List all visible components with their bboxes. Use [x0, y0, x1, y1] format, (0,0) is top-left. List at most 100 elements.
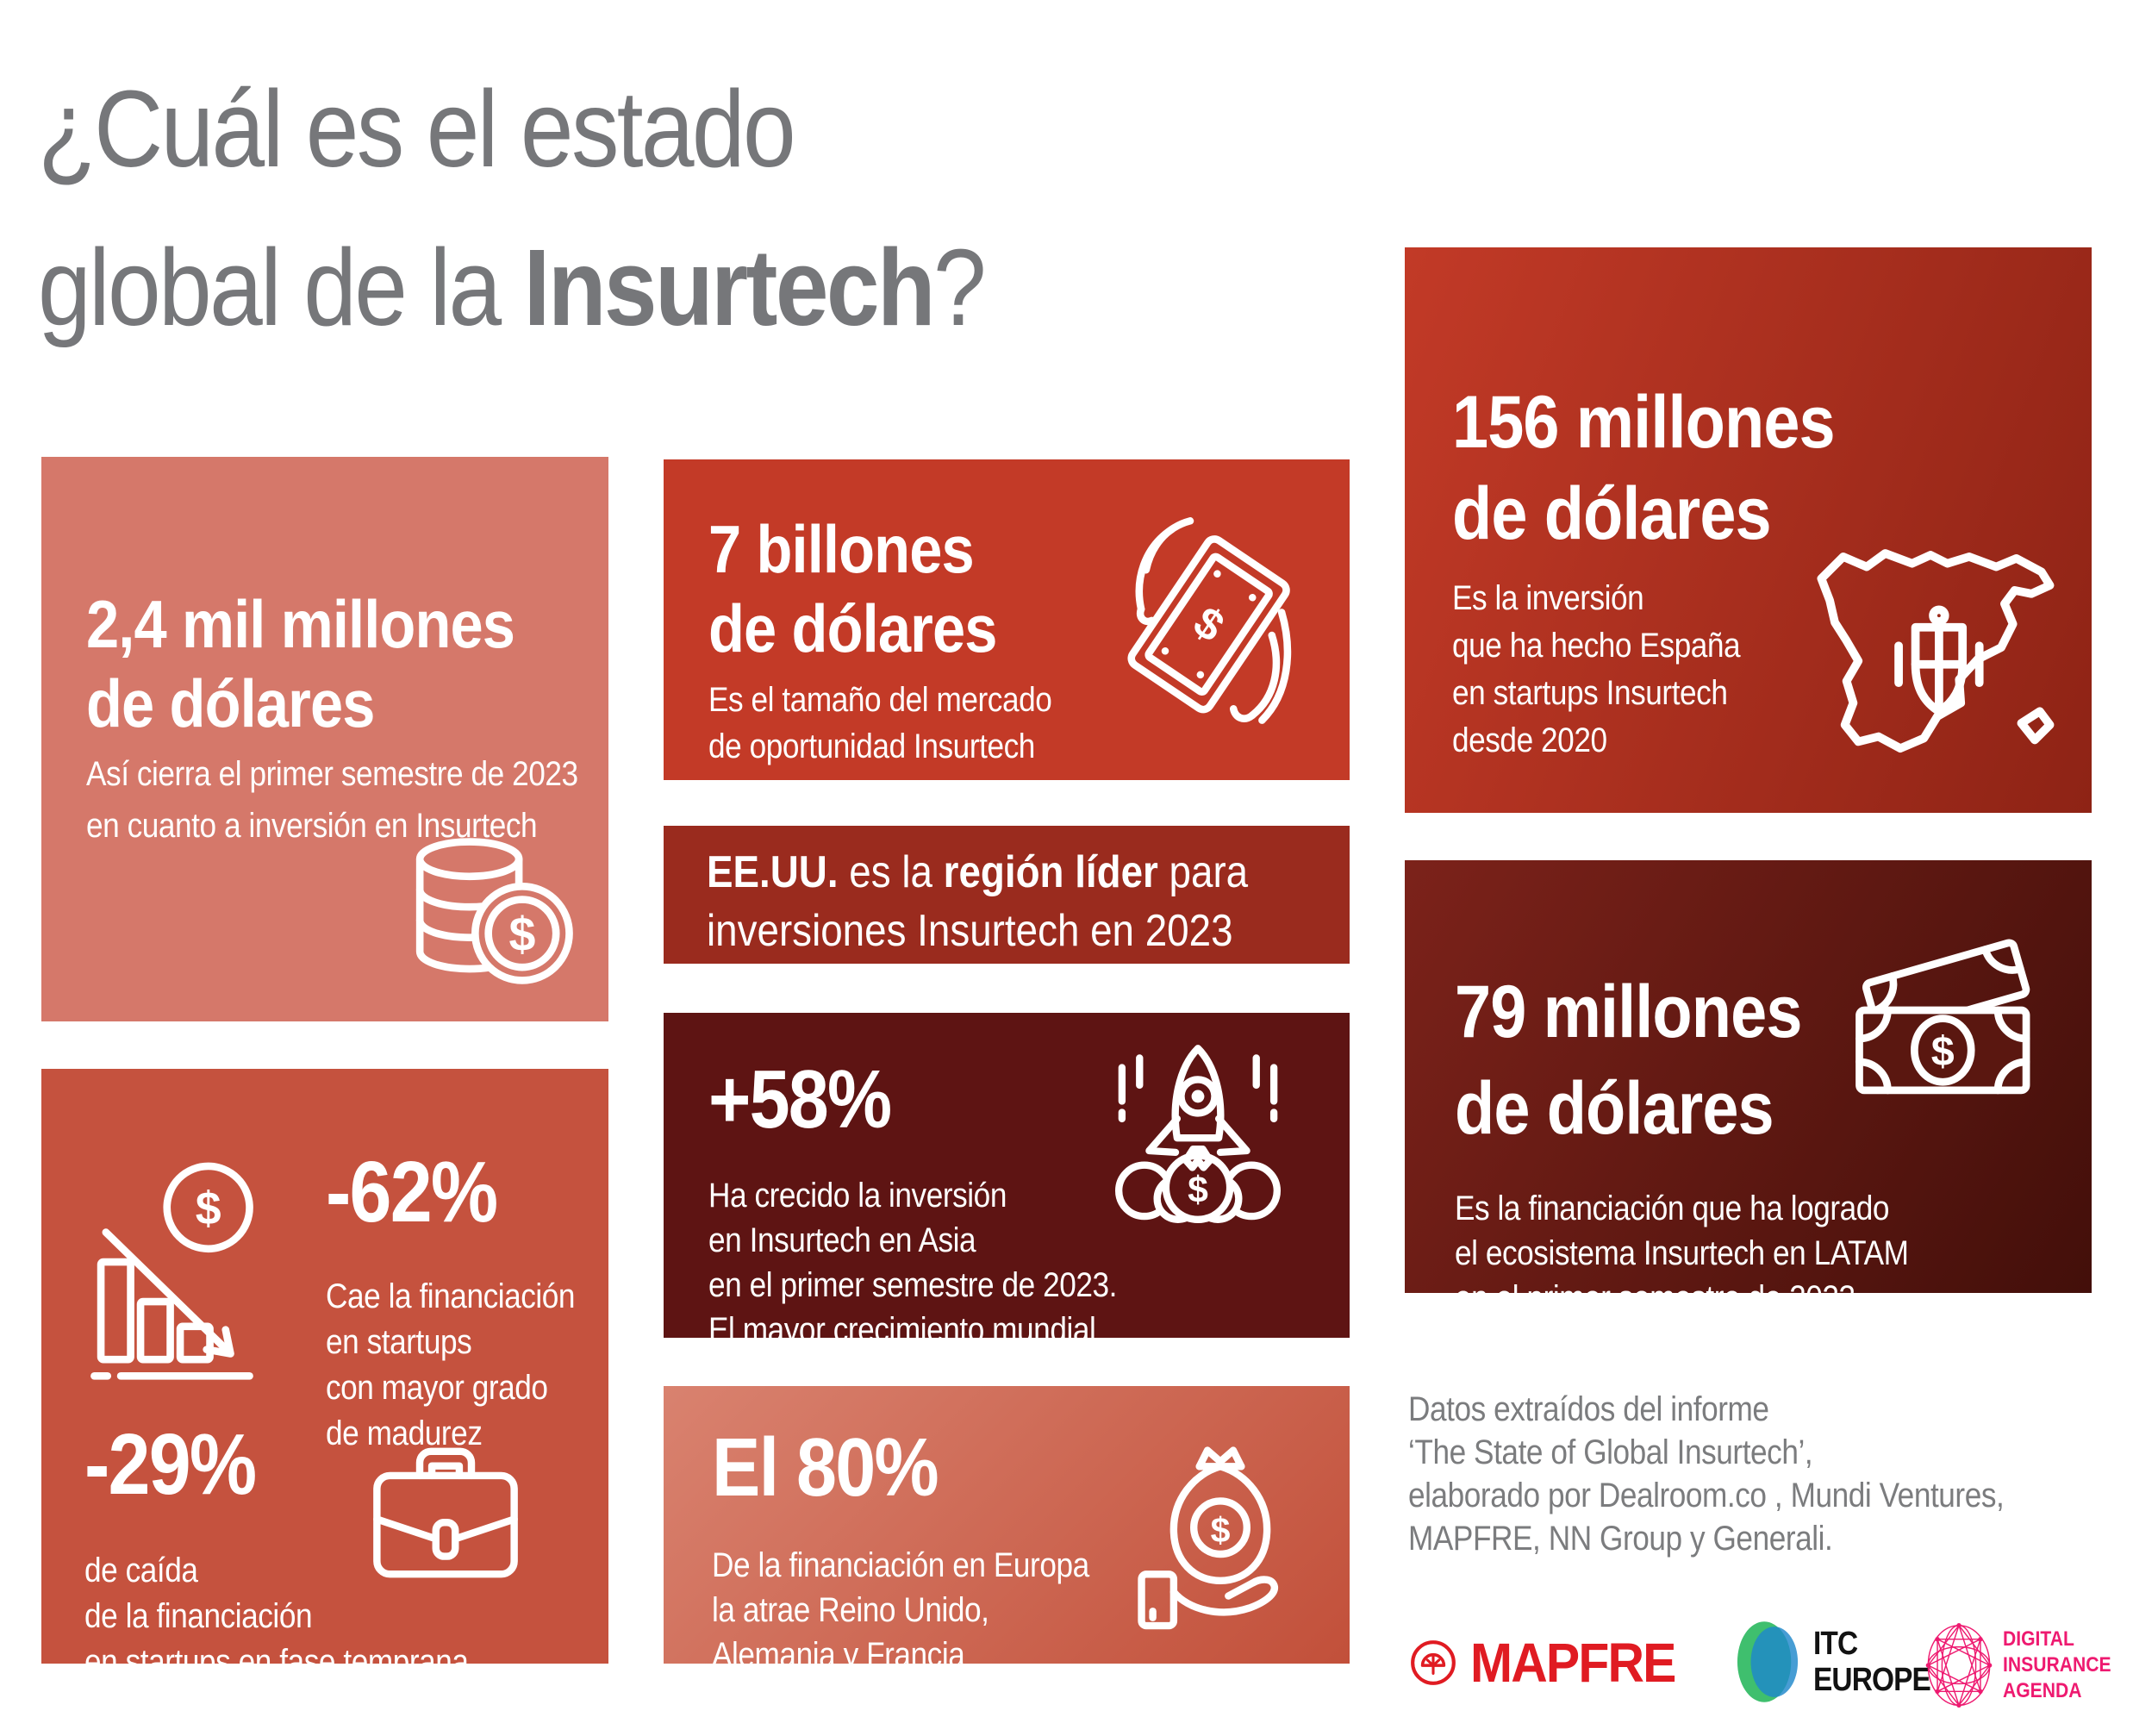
body-line: desde 2020 — [1452, 721, 1607, 759]
usa-bold1: EE.UU. — [707, 847, 839, 897]
body-line: de la financiación — [84, 1597, 313, 1635]
heading-line: de dólares — [86, 665, 375, 741]
body-line: en startups — [326, 1323, 472, 1361]
body-line: en startups en fase temprana — [84, 1643, 469, 1664]
asia-body: Ha crecido la inversión en Insurtech en … — [708, 1173, 1173, 1338]
itc-logo-icon — [1737, 1621, 1799, 1702]
briefcase-icon — [373, 1447, 518, 1578]
itc-europe-logo: ITC EUROPE — [1736, 1619, 1946, 1705]
early-stage-value: -29% — [84, 1416, 257, 1513]
title-line2-normal: global de la — [38, 227, 524, 348]
source-line: Datos extraídos del informe — [1408, 1390, 1769, 1428]
card-spain-investment: 156 millones de dólares Es la inversión … — [1405, 247, 2092, 813]
body-line: El mayor crecimiento mundial — [708, 1311, 1096, 1338]
heading-line: de dólares — [1455, 1067, 1774, 1150]
title-line2-bold: Insurtech — [523, 227, 936, 348]
itc-wordmark: ITC EUROPE — [1813, 1626, 1946, 1698]
body-line: Alemania y Francia — [712, 1636, 965, 1664]
europe-body: De la financiación en Europa la atrae Re… — [712, 1543, 1140, 1664]
card-latam-funding: 79 millones de dólares Es la financiació… — [1405, 860, 2092, 1293]
flying-money-icon: $ — [1127, 517, 1292, 724]
heading-line: 7 billones — [708, 511, 975, 587]
body-line: que ha hecho España — [1452, 627, 1741, 665]
body-line: De la financiación en Europa — [712, 1546, 1089, 1584]
late-stage-text: Cae la financiación en startups con mayo… — [326, 1274, 608, 1457]
page-title: ¿Cuál es el estado global de la Insurtec… — [38, 50, 1113, 367]
body-line: el ecosistema Insurtech en LATAM — [1455, 1234, 1909, 1272]
late-stage-value: -62% — [326, 1144, 498, 1240]
body-line: en startups Insurtech — [1452, 674, 1728, 712]
usa-text2: para — [1157, 847, 1249, 897]
body-line: Así cierra el primer semestre de 2023 — [86, 755, 578, 793]
body-line: de madurez — [326, 1414, 483, 1452]
early-stage-text: de caída de la financiación en startups … — [84, 1548, 521, 1664]
svg-text:$: $ — [1188, 1169, 1208, 1210]
source-line: MAPFRE, NN Group y Generali. — [1408, 1520, 1833, 1558]
usa-text1: es la — [838, 847, 944, 897]
coins-icon: $ — [415, 838, 573, 984]
dia-line3: AGENDA — [2003, 1679, 2082, 1702]
heading-line: 79 millones — [1455, 971, 1802, 1053]
mapfre-wordmark: MAPFRE — [1470, 1632, 1676, 1694]
money-bag-hand-icon: $ — [1138, 1446, 1279, 1630]
card-latam-body: Es la financiación que ha logrado el eco… — [1455, 1186, 1970, 1293]
card-market-body: Es el tamaño del mercado de oportunidad … — [708, 677, 1099, 770]
body-line: Ha crecido la inversión — [708, 1177, 1007, 1215]
card-market-size: 7 billones de dólares Es el tamaño del m… — [664, 459, 1350, 780]
mapfre-logo-icon — [1411, 1640, 1456, 1685]
body-line: en Insurtech en Asia — [708, 1221, 976, 1259]
body-line: en el primer semestre de 2023. — [708, 1266, 1117, 1304]
body-line: Es la financiación que ha logrado — [1455, 1190, 1890, 1227]
usa-line1: EE.UU. es la región líder para — [707, 843, 1248, 902]
body-line: de caída — [84, 1552, 198, 1589]
heading-line: 2,4 mil millones — [86, 586, 515, 662]
source-line: ‘The State of Global Insurtech’, — [1408, 1433, 1813, 1471]
heading-line: de dólares — [708, 590, 997, 666]
title-line1: ¿Cuál es el estado — [38, 68, 796, 190]
card-latam-heading: 79 millones de dólares — [1455, 964, 1849, 1157]
europe-value: El 80% — [712, 1421, 939, 1514]
title-line2-end: ? — [932, 227, 987, 348]
itc-line2: EUROPE — [1813, 1662, 1931, 1698]
mapfre-logo: MAPFRE — [1408, 1631, 1693, 1695]
svg-text:$: $ — [508, 908, 535, 961]
card-investment-heading: 2,4 mil millones de dólares — [86, 584, 573, 743]
digital-insurance-agenda-logo: DIGITAL INSURANCE AGENDA — [1924, 1620, 2126, 1710]
dia-line2: INSURANCE — [2003, 1653, 2111, 1677]
body-line: con mayor grado — [326, 1369, 548, 1407]
heading-line: de dólares — [1452, 472, 1772, 555]
dia-line1: DIGITAL — [2003, 1627, 2074, 1651]
card-spain-heading: 156 millones de dólares — [1452, 377, 1887, 559]
body-line: en el primer semestre de 2023 — [1455, 1276, 1909, 1293]
svg-text:$: $ — [1211, 1510, 1231, 1550]
title-line2: global de la Insurtech? — [38, 209, 987, 367]
card-europe-share: El 80% De la financiación en Europa la a… — [664, 1386, 1350, 1664]
card-investment-body: Así cierra el primer semestre de 2023 en… — [86, 748, 608, 852]
rocket-icon: $ — [1114, 1045, 1282, 1223]
svg-text:$: $ — [196, 1183, 221, 1234]
spain-map-icon — [1817, 549, 2055, 753]
declining-chart-icon: $ — [90, 1162, 253, 1380]
usa-bold2: región líder — [943, 847, 1158, 897]
body-line: Es el tamaño del mercado — [708, 681, 1052, 719]
body-line: la atrae Reino Unido, — [712, 1591, 989, 1629]
svg-text:$: $ — [1931, 1028, 1955, 1075]
card-funding-drop: $ -62% Cae la financiación en startups c… — [41, 1069, 608, 1664]
card-spain-body: Es la inversión que ha hecho España en s… — [1452, 575, 1780, 765]
heading-line: 156 millones — [1452, 381, 1836, 464]
usa-line2: inversiones Insurtech en 2023 — [707, 906, 1233, 956]
dia-network-icon — [1925, 1622, 1993, 1708]
itc-line1: ITC — [1813, 1626, 1858, 1662]
card-market-heading: 7 billones de dólares — [708, 509, 1036, 668]
body-line: Es la inversión — [1452, 579, 1644, 617]
body-line: Cae la financiación — [326, 1277, 576, 1315]
card-asia-growth: +58% Ha crecido la inversión en Insurtec… — [664, 1013, 1350, 1338]
dia-wordmark: DIGITAL INSURANCE AGENDA — [2003, 1627, 2126, 1704]
body-line: de oportunidad Insurtech — [708, 727, 1035, 765]
card-h1-investment: 2,4 mil millones de dólares Así cierra e… — [41, 457, 608, 1021]
banknotes-icon: $ — [1855, 939, 2030, 1095]
source-note: Datos extraídos del informe ‘The State o… — [1408, 1388, 2086, 1560]
card-usa-leader: EE.UU. es la región líder para inversion… — [664, 826, 1350, 964]
source-line: elaborado por Dealroom.co , Mundi Ventur… — [1408, 1477, 2005, 1514]
asia-value: +58% — [708, 1053, 892, 1146]
